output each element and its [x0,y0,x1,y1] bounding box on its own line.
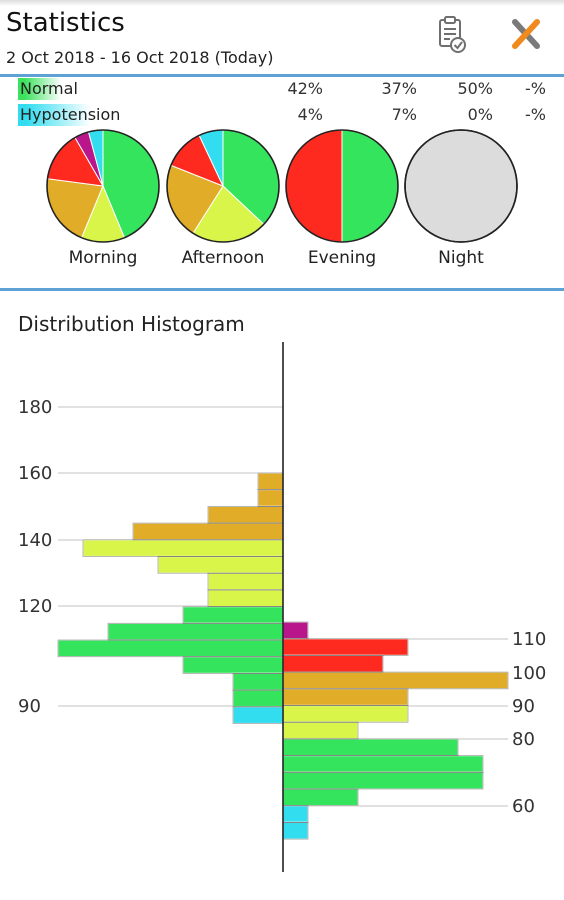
left-tick-label: 180 [18,397,52,418]
clipboard-check-icon [439,16,466,53]
pie-label-morning: Morning [68,248,138,268]
right-tick-label: 110 [512,629,546,650]
tools-icon [512,19,540,49]
right-tick-label: 80 [512,729,535,750]
histogram-bar-left [207,572,284,591]
histogram-bar-left [107,622,284,641]
pie-label-night: Night [438,248,484,268]
histogram-bar-right [282,621,309,640]
histogram-bar-right [282,755,484,773]
histogram-bar-left [257,489,284,507]
histogram-bar-left [82,539,284,558]
legend-row-normal: Normal 42% 37% 50% -% [0,78,564,100]
pie-label-evening: Evening [307,248,377,268]
tools-button[interactable] [505,16,549,56]
left-tick-label: 140 [18,530,52,551]
histogram-bar-left [182,656,284,675]
value-cell: -% [525,105,546,124]
value-cell: 50% [457,79,493,98]
section-divider [0,288,564,291]
value-cell: 42% [287,79,323,98]
histogram-bar-right [282,738,459,757]
histogram-bar-right [282,654,384,673]
distribution-histogram: 180 160 140 120 90 110 100 90 80 60 [18,342,546,872]
histogram-bar-right [282,638,409,657]
histogram-bar-left [157,555,284,574]
histogram-bar-right [282,704,409,723]
app-bar: Statistics 2 Oct 2018 - 16 Oct 2018 (Tod… [0,0,564,76]
pie-label-afternoon: Afternoon [181,248,265,268]
value-cell: 0% [467,105,493,124]
histogram-bar-right [282,721,359,740]
right-tick-label: 100 [512,663,546,684]
left-tick-label: 160 [18,463,52,484]
histogram-bar-left [57,639,284,658]
pie-slice [285,129,343,243]
pie-outline [166,129,280,243]
histogram-bar-left [132,522,284,541]
value-cell: 7% [391,105,417,124]
top-divider [0,74,564,77]
pie-outline [46,129,160,243]
pie-outline [404,129,518,243]
histogram-title: Distribution Histogram [18,312,245,336]
histogram-bar-left [182,606,284,624]
legend-label-hypotension: Hypotension [18,104,123,126]
histogram-bar-right [282,805,309,824]
legend-row-hypotension: Hypotension 4% 7% 0% -% [0,104,564,126]
histogram-bar-right [282,821,309,840]
histogram-bar-right [282,688,409,707]
histogram-bar-right [282,671,509,690]
value-cell: -% [525,79,546,98]
right-tick-label: 90 [512,696,535,717]
page-title: Statistics [6,8,125,38]
left-tick-label: 90 [18,696,41,717]
legend-label-normal: Normal [18,78,80,100]
histogram-bar-left [207,589,284,608]
histogram-bar-left [232,672,284,691]
right-tick-label: 60 [512,796,535,817]
pie-slice [341,129,399,243]
histogram-bar-right [282,788,359,807]
pie-outline [285,129,399,243]
histogram-bar-left [232,689,284,708]
histogram-bar-left [207,505,284,524]
value-cell: 37% [381,79,417,98]
value-cell: 4% [297,105,323,124]
histogram-bar-right [282,771,484,790]
pie-charts [46,129,518,243]
report-button[interactable] [430,16,474,56]
date-range: 2 Oct 2018 - 16 Oct 2018 (Today) [6,48,274,67]
left-tick-label: 120 [18,596,52,617]
histogram-bar-left [232,706,284,725]
histogram-bar-left [257,472,284,491]
summary-section: Normal 42% 37% 50% -% Hypotension 4% 7% … [0,78,564,288]
